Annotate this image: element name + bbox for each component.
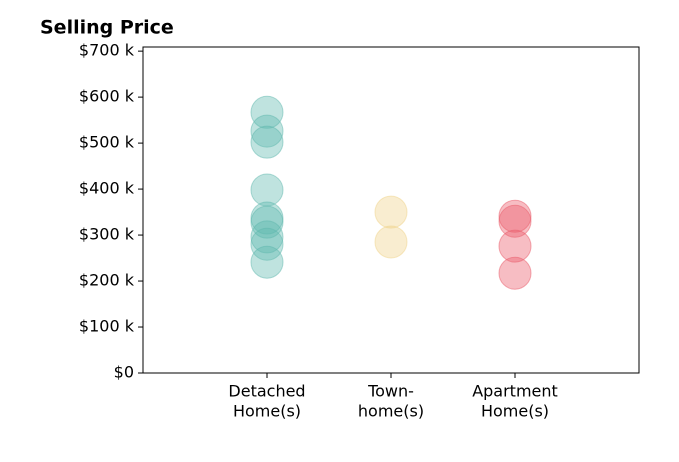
- point: [250, 173, 284, 207]
- y-tick-label: $300 k: [79, 225, 135, 244]
- point: [498, 256, 532, 290]
- y-tick-label: $500 k: [79, 133, 135, 152]
- y-tick-label: $100 k: [79, 317, 135, 336]
- point: [250, 125, 284, 159]
- x-tick-label: Home(s): [481, 402, 549, 421]
- point: [498, 229, 532, 263]
- point: [374, 195, 408, 229]
- x-tick-label: Home(s): [233, 402, 301, 421]
- point: [250, 220, 284, 254]
- point: [250, 227, 284, 261]
- point: [250, 114, 284, 148]
- x-tick-label: Apartment: [472, 382, 558, 401]
- point: [250, 201, 284, 235]
- y-tick-label: $200 k: [79, 271, 135, 290]
- point: [498, 199, 532, 233]
- y-tick-label: $700 k: [79, 41, 135, 60]
- x-tick-label: Town-: [367, 382, 414, 401]
- y-tick-label: $400 k: [79, 179, 135, 198]
- point: [374, 225, 408, 259]
- y-tick-label: $0: [114, 363, 134, 382]
- point: [498, 204, 532, 238]
- x-tick-label: Detached: [228, 382, 305, 401]
- point: [250, 95, 284, 129]
- x-tick-label: home(s): [358, 402, 424, 421]
- point: [250, 245, 284, 279]
- y-tick-label: $600 k: [79, 87, 135, 106]
- chart-title: Selling Price: [40, 17, 174, 39]
